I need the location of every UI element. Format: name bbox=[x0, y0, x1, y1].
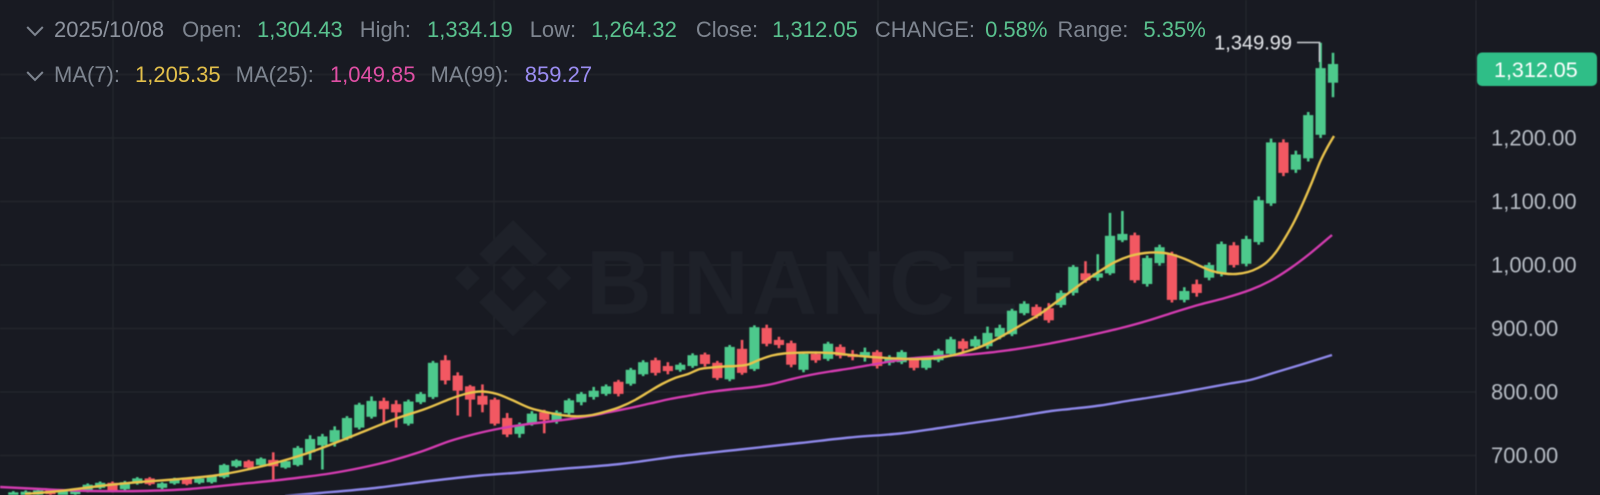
svg-text:1,312.05: 1,312.05 bbox=[1494, 58, 1578, 82]
svg-text:700.00: 700.00 bbox=[1491, 443, 1558, 468]
svg-text:1,349.99: 1,349.99 bbox=[1214, 33, 1292, 55]
svg-text:1,000.00: 1,000.00 bbox=[1491, 253, 1577, 278]
svg-text:1,100.00: 1,100.00 bbox=[1491, 189, 1577, 214]
svg-text:BINANCE: BINANCE bbox=[586, 233, 1022, 334]
svg-text:900.00: 900.00 bbox=[1491, 316, 1558, 341]
svg-text:1,200.00: 1,200.00 bbox=[1491, 126, 1577, 151]
svg-text:800.00: 800.00 bbox=[1491, 380, 1558, 405]
